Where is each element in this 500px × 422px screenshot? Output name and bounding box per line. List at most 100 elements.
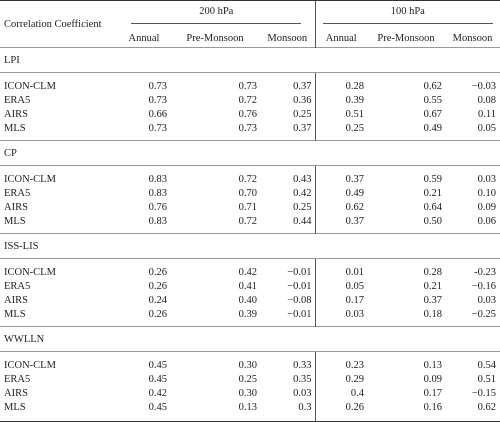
value-cell: 0.83 <box>148 216 167 227</box>
value-cell: 0.03 <box>477 295 497 306</box>
section-spacer <box>0 165 500 173</box>
value-cell: 0.37 <box>314 215 368 229</box>
value-cell: −0.01 <box>287 309 312 320</box>
value-cell: 0.03 <box>477 174 497 185</box>
section-end-spacer <box>0 136 500 141</box>
value-cell: 0.36 <box>293 95 312 106</box>
value-cell: 0.37 <box>293 123 312 134</box>
row-label: MLS <box>4 309 26 320</box>
value-cell: 0.05 <box>314 280 368 294</box>
value-cell: 0.17 <box>423 388 443 399</box>
period-header: Pre-Monsoon <box>186 32 244 44</box>
value-cell: 0.73 <box>238 81 257 92</box>
value-cell: 0.4 <box>314 387 368 401</box>
value-cell: 0.23 <box>314 359 368 373</box>
table-row: ICON-CLM 0.45 0.30 0.33 0.23 0.13 0.54 <box>0 359 500 373</box>
value-cell: 0.40 <box>238 295 257 306</box>
section-label: CP <box>0 140 500 166</box>
row-label: ICON-CLM <box>4 360 56 371</box>
value-cell: 0.05 <box>477 123 497 134</box>
value-cell: 0.76 <box>238 109 257 120</box>
table-row: AIRS 0.76 0.71 0.25 0.62 0.64 0.09 <box>0 201 500 215</box>
period-header: Monsoon <box>267 32 308 44</box>
value-cell: 0.26 <box>148 267 167 278</box>
section-end-spacer <box>0 229 500 234</box>
value-cell: 0.30 <box>238 388 257 399</box>
value-cell: 0.66 <box>148 109 167 120</box>
header-row-periods: Annual Pre-Monsoon Monsoon Annual Pre-Mo… <box>0 29 500 48</box>
table-row: ERA5 0.45 0.25 0.35 0.29 0.09 0.51 <box>0 373 500 387</box>
value-cell: 0.39 <box>238 309 257 320</box>
value-cell: 0.83 <box>148 174 167 185</box>
row-label: AIRS <box>4 295 28 306</box>
value-cell: 0.73 <box>148 123 167 134</box>
table-row: AIRS 0.24 0.40 −0.08 0.17 0.37 0.03 <box>0 294 500 308</box>
value-cell: 0.17 <box>314 294 368 308</box>
value-cell: 0.70 <box>238 188 257 199</box>
section-spacer <box>0 258 500 266</box>
value-cell: 0.30 <box>238 360 257 371</box>
value-cell: 0.62 <box>314 201 368 215</box>
value-cell: 0.25 <box>238 374 257 385</box>
row-label: ERA5 <box>4 281 31 292</box>
value-cell: 0.10 <box>477 188 497 199</box>
value-cell: 0.72 <box>238 174 257 185</box>
value-cell: 0.08 <box>477 95 497 106</box>
value-cell: 0.49 <box>314 187 368 201</box>
value-cell: 0.21 <box>423 188 443 199</box>
value-cell: 0.67 <box>423 109 443 120</box>
value-cell: 0.3 <box>298 402 312 413</box>
value-cell: −0.01 <box>287 267 312 278</box>
value-cell: 0.39 <box>314 94 368 108</box>
value-cell: 0.42 <box>293 188 312 199</box>
header-row-levels: Correlation Coefficient 200 hPa 100 hPa <box>0 0 500 48</box>
value-cell: 0.44 <box>293 216 312 227</box>
value-cell: 0.51 <box>314 108 368 122</box>
table-row: MLS 0.45 0.13 0.3 0.26 0.16 0.62 <box>0 401 500 415</box>
table-row: ICON-CLM 0.73 0.73 0.37 0.28 0.62 −0.03 <box>0 80 500 94</box>
corner-label: Correlation Coefficient <box>0 0 118 48</box>
level-100-label: 100 hPa <box>322 6 493 24</box>
value-cell: 0.09 <box>423 374 443 385</box>
row-label: MLS <box>4 402 26 413</box>
level-200-label: 200 hPa <box>131 6 302 24</box>
table-row: ICON-CLM 0.83 0.72 0.43 0.37 0.59 0.03 <box>0 173 500 187</box>
value-cell: −0.01 <box>287 281 312 292</box>
row-label: ERA5 <box>4 95 31 106</box>
section-header-row: LPI <box>0 47 500 73</box>
value-cell: 0.76 <box>148 202 167 213</box>
value-cell: −0.08 <box>287 295 312 306</box>
row-label: MLS <box>4 123 26 134</box>
section-header-row: ISS-LIS <box>0 233 500 259</box>
section-label: LPI <box>0 47 500 73</box>
value-cell: 0.73 <box>148 81 167 92</box>
period-header: Monsoon <box>452 32 493 44</box>
value-cell: 0.45 <box>148 402 167 413</box>
value-cell: 0.13 <box>238 402 257 413</box>
value-cell: 0.35 <box>293 374 312 385</box>
value-cell: 0.13 <box>423 360 443 371</box>
value-cell: −0.03 <box>471 81 497 92</box>
table-body: LPI ICON-CLM 0.73 0.73 0.37 0.28 0.62 −0.03 ERA5… <box>0 47 500 422</box>
value-cell: 0.45 <box>148 374 167 385</box>
value-cell: 0.62 <box>477 402 497 413</box>
value-cell: 0.73 <box>148 95 167 106</box>
value-cell: 0.25 <box>293 202 312 213</box>
table-row: ERA5 0.73 0.72 0.36 0.39 0.55 0.08 <box>0 94 500 108</box>
value-cell: 0.06 <box>477 216 497 227</box>
table-row: AIRS 0.42 0.30 0.03 0.4 0.17 −0.15 <box>0 387 500 401</box>
value-cell: 0.49 <box>423 123 443 134</box>
value-cell: 0.64 <box>423 202 443 213</box>
section-label: ISS-LIS <box>0 233 500 259</box>
section-end-spacer <box>0 415 500 422</box>
table-row: ERA5 0.26 0.41 −0.01 0.05 0.21 −0.16 <box>0 280 500 294</box>
value-cell: 0.26 <box>148 309 167 320</box>
row-label: ERA5 <box>4 188 31 199</box>
value-cell: 0.03 <box>293 388 312 399</box>
value-cell: -0.23 <box>474 267 497 278</box>
value-cell: 0.01 <box>314 266 368 280</box>
section-label: WWLLN <box>0 326 500 352</box>
value-cell: 0.43 <box>293 174 312 185</box>
value-cell: 0.18 <box>423 309 443 320</box>
value-cell: 0.11 <box>478 109 497 120</box>
